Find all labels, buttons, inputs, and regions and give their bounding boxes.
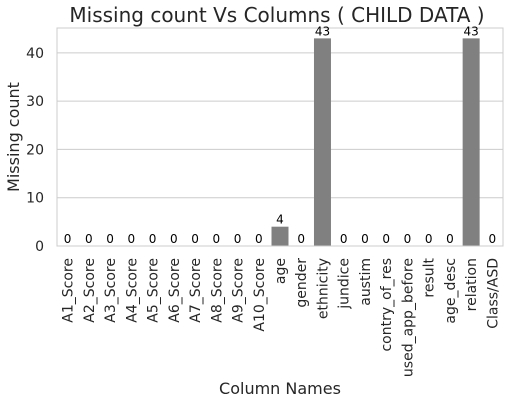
- data-label: 0: [446, 232, 454, 246]
- y-tick-label: 30: [26, 94, 44, 110]
- data-label: 0: [489, 232, 497, 246]
- y-tick-label: 20: [26, 142, 44, 158]
- x-axis-label: Column Names: [219, 379, 341, 398]
- x-tick-label: result: [422, 257, 438, 297]
- y-tick-label: 0: [35, 239, 44, 255]
- x-tick-label: A6_Score: [167, 258, 183, 323]
- y-axis-label: Missing count: [4, 82, 23, 192]
- x-tick-label: A8_Score: [209, 258, 225, 323]
- bar: [313, 38, 331, 246]
- data-label: 0: [404, 232, 412, 246]
- data-label: 0: [212, 232, 220, 246]
- data-label: 0: [340, 232, 348, 246]
- plot-frame: [56, 27, 504, 247]
- data-label: 0: [128, 232, 136, 246]
- data-label: 0: [361, 232, 369, 246]
- x-tick-label: A1_Score: [61, 258, 77, 323]
- bar: [462, 38, 480, 246]
- data-label: 43: [315, 24, 330, 38]
- x-tick-label: gender: [294, 258, 310, 308]
- x-tick-label: used_app_before: [400, 258, 416, 377]
- data-label: 43: [464, 24, 479, 38]
- y-tick-labels: 0 10 20 30 40: [26, 46, 44, 255]
- x-tick-label: jundice: [337, 258, 353, 310]
- x-tick-labels: A1_Score A2_Score A3_Score A4_Score A5_Score…: [61, 257, 502, 377]
- data-label: 0: [106, 232, 114, 246]
- y-tick-label: 10: [26, 191, 44, 207]
- x-tick-label: A10_Score: [252, 258, 268, 332]
- x-tick-label: A7_Score: [188, 258, 204, 323]
- data-label: 4: [276, 213, 284, 227]
- x-tick-label: age: [273, 258, 289, 284]
- y-tick-label: 40: [26, 46, 44, 62]
- data-label: 0: [149, 232, 157, 246]
- x-tick-label: ethnicity: [315, 258, 331, 319]
- data-label: 0: [297, 232, 305, 246]
- x-tick-label: relation: [464, 258, 480, 311]
- data-label: 0: [85, 232, 93, 246]
- x-tick-label: age_desc: [443, 258, 459, 324]
- x-tick-label: Class/ASD: [485, 258, 501, 329]
- chart-title: Missing count Vs Columns ( CHILD DATA ): [69, 3, 484, 27]
- data-label: 0: [234, 232, 242, 246]
- x-tick-label: A4_Score: [124, 258, 140, 323]
- data-label: 0: [382, 232, 390, 246]
- bars: [271, 38, 480, 246]
- x-tick-label: A9_Score: [231, 258, 247, 323]
- data-label: 0: [255, 232, 263, 246]
- data-label: 0: [64, 232, 72, 246]
- plot-background: [57, 28, 503, 246]
- x-tick-label: contry_of_res: [379, 258, 395, 352]
- bar: [271, 226, 289, 246]
- x-tick-label: austim: [358, 258, 374, 306]
- data-label: 0: [170, 232, 178, 246]
- data-label: 0: [425, 232, 433, 246]
- data-label: 0: [191, 232, 199, 246]
- x-tick-label: A2_Score: [82, 258, 98, 323]
- x-tick-label: A5_Score: [146, 258, 162, 323]
- x-tick-label: A3_Score: [103, 258, 119, 323]
